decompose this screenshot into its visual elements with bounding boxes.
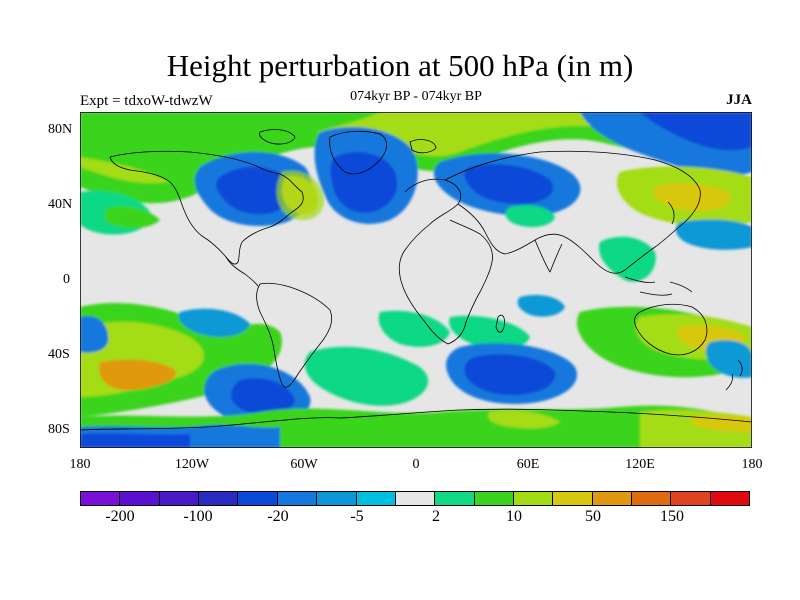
- map-panel: [80, 112, 752, 448]
- lon-label-60e: 60E: [516, 457, 540, 472]
- season-label: JJA: [726, 92, 752, 108]
- lon-label-120w: 120W: [174, 457, 210, 472]
- colorbar-swatch: [356, 492, 396, 505]
- colorbar-swatch: [513, 492, 554, 505]
- colorbar-label: -20: [267, 508, 289, 525]
- lat-label-0: 0: [63, 272, 70, 287]
- colorbar-swatch: [435, 492, 475, 505]
- colorbar-swatch: [81, 492, 121, 505]
- period-label: 074kyr BP - 074kyr BP: [350, 89, 482, 104]
- colorbar: [80, 491, 750, 506]
- contour-fills: [80, 112, 752, 448]
- colorbar-label: 10: [506, 508, 522, 525]
- colorbar-swatch: [474, 492, 514, 505]
- colorbar-label: 150: [660, 508, 684, 525]
- lat-label-40s: 40S: [48, 347, 70, 362]
- lon-label-60w: 60W: [290, 457, 318, 472]
- colorbar-swatch: [120, 492, 160, 505]
- lon-label-0: 0: [412, 457, 420, 472]
- colorbar-swatch: [710, 492, 750, 505]
- colorbar-swatch: [592, 492, 633, 505]
- page-title: Height perturbation at 500 hPa (in m): [166, 48, 634, 83]
- experiment-label: Expt = tdxoW-tdwzW: [80, 93, 213, 109]
- lon-label-120e: 120E: [625, 457, 655, 472]
- colorbar-label: 2: [432, 508, 440, 525]
- lat-label-80s: 80S: [48, 422, 70, 437]
- colorbar-swatch: [671, 492, 711, 505]
- colorbar-label: -100: [183, 508, 213, 525]
- lon-label-180w: 180: [69, 457, 91, 472]
- height-perturbation-map: [80, 112, 752, 448]
- colorbar-swatch: [277, 492, 318, 505]
- lat-label-40n: 40N: [48, 197, 73, 212]
- colorbar-swatch: [317, 492, 357, 505]
- colorbar-swatch: [553, 492, 593, 505]
- colorbar-swatch: [395, 492, 436, 505]
- colorbar-swatch: [199, 492, 239, 505]
- lat-label-80n: 80N: [48, 122, 73, 137]
- colorbar-swatch: [632, 492, 672, 505]
- colorbar-label: -200: [105, 508, 135, 525]
- colorbar-swatch: [238, 492, 278, 505]
- coastlines: [80, 129, 752, 431]
- colorbar-swatch: [159, 492, 200, 505]
- colorbar-label: 50: [585, 508, 601, 525]
- colorbar-label: -5: [350, 508, 364, 525]
- lon-label-180e: 180: [741, 457, 763, 472]
